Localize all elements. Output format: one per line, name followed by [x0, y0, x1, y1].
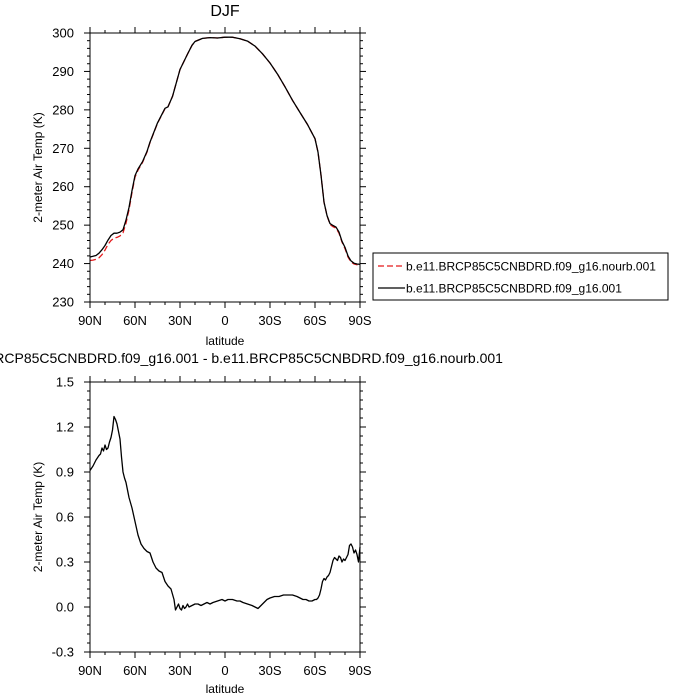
x-tick-label: 30N	[168, 313, 192, 328]
y-tick-label: 0.3	[56, 555, 74, 570]
top-chart-legend: b.e11.BRCP85C5CNBDRD.f09_g16.nourb.001 b…	[372, 252, 669, 301]
series-line-difference	[89, 415, 361, 611]
x-tick-label: 90N	[78, 663, 102, 678]
x-tick-label: 30S	[258, 313, 281, 328]
top-chart-series	[89, 36, 361, 267]
x-tick-label: 60S	[303, 313, 326, 328]
top-chart-frame	[89, 32, 361, 303]
x-tick-label: 60S	[303, 663, 326, 678]
x-tick-label: 60N	[123, 663, 147, 678]
x-tick-label: 90S	[348, 663, 371, 678]
x-tick-label: 30S	[258, 663, 281, 678]
x-tick-label: 90N	[78, 313, 102, 328]
y-tick-label: 280	[52, 102, 74, 117]
bottom-chart-title: b.e11.BRCP85C5CNBDRD.f09_g16.001 - b.e11…	[0, 350, 503, 366]
y-tick-label: 230	[52, 295, 74, 310]
x-tick-label: 30N	[168, 663, 192, 678]
top-chart: 90N 60N 30N 0 30S 60S 90S 230 240 250 260 270 280 290…	[31, 3, 669, 348]
x-tick-label: 0	[221, 663, 228, 678]
bottom-chart-x-axis-label: latitude	[206, 682, 245, 696]
y-tick-label: 290	[52, 64, 74, 79]
y-tick-label: 240	[52, 256, 74, 271]
y-tick-label: 300	[52, 26, 74, 41]
bottom-chart-y-axis-label: 2-meter Air Temp (K)	[31, 462, 45, 572]
top-chart-x-axis-label: latitude	[206, 334, 245, 348]
series-line-base	[89, 36, 361, 265]
legend-label-base: b.e11.BRCP85C5CNBDRD.f09_g16.001	[406, 282, 622, 296]
y-tick-label: 0.9	[56, 465, 74, 480]
y-tick-label: 0.0	[56, 600, 74, 615]
x-tick-label: 0	[221, 313, 228, 328]
bottom-chart-series	[89, 415, 361, 611]
series-line-nourb	[89, 36, 361, 267]
legend-box	[372, 252, 669, 301]
y-tick-label: 1.5	[56, 375, 74, 390]
y-tick-label: 270	[52, 141, 74, 156]
top-chart-ticks: 90N 60N 30N 0 30S 60S 90S 230 240 250 260 270 280 290…	[52, 26, 372, 329]
bottom-chart-frame	[89, 381, 361, 653]
y-tick-label: -0.3	[52, 645, 74, 660]
y-tick-label: 260	[52, 179, 74, 194]
y-tick-label: 0.6	[56, 510, 74, 525]
y-tick-label: 250	[52, 218, 74, 233]
top-chart-y-axis-label: 2-meter Air Temp (K)	[31, 112, 45, 222]
bottom-chart-ticks: 90N 60N 30N 0 30S 60S 90S -0.3 0.0 0.3 0.6 0.9 1.2 1.…	[52, 375, 372, 679]
bottom-chart: 90N 60N 30N 0 30S 60S 90S -0.3 0.0 0.3 0.6 0.9 1.2 1.…	[0, 350, 503, 696]
legend-label-nourb: b.e11.BRCP85C5CNBDRD.f09_g16.nourb.001	[406, 260, 656, 274]
x-tick-label: 90S	[348, 313, 371, 328]
x-tick-label: 60N	[123, 313, 147, 328]
top-chart-title: DJF	[210, 3, 240, 20]
y-tick-label: 1.2	[56, 420, 74, 435]
